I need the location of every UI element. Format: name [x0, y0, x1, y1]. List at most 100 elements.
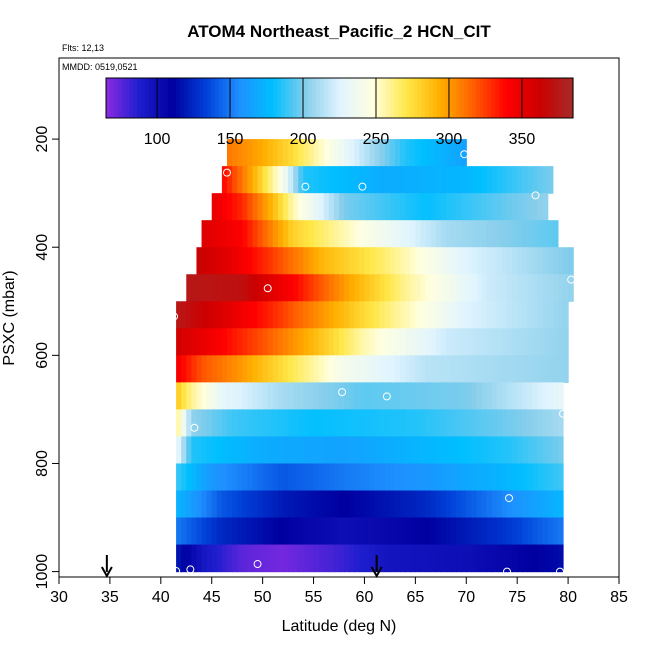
- heatmap-cell: [476, 382, 483, 411]
- heatmap-cell: [496, 274, 503, 302]
- heatmap-cell: [333, 274, 340, 302]
- colorbar-cell: [421, 78, 426, 118]
- heatmap-cell: [435, 463, 442, 492]
- heatmap-cell: [237, 517, 243, 546]
- heatmap-cell: [466, 247, 472, 275]
- colorbar-cell: [191, 78, 197, 118]
- heatmap-cell: [410, 301, 416, 329]
- heatmap-cell: [364, 193, 371, 221]
- heatmap-cell: [227, 247, 233, 275]
- heatmap-cell: [471, 301, 478, 329]
- heatmap-cell: [272, 193, 279, 221]
- heatmap-cell: [466, 274, 472, 302]
- heatmap-cell: [384, 328, 391, 356]
- heatmap-cell: [186, 409, 192, 438]
- heatmap-cell: [440, 220, 447, 248]
- heatmap-cell: [466, 220, 472, 248]
- heatmap-cell: [400, 166, 406, 194]
- heatmap-cell: [547, 166, 554, 194]
- heatmap-cell: [262, 463, 269, 492]
- heatmap-cell: [451, 382, 457, 411]
- heatmap-cell: [491, 517, 498, 546]
- heatmap-cell: [232, 490, 238, 519]
- heatmap-cell: [557, 490, 564, 519]
- heatmap-cell: [389, 517, 396, 546]
- heatmap-cell: [384, 463, 391, 492]
- heatmap-cell: [481, 247, 488, 275]
- heatmap-cell: [232, 193, 238, 221]
- heatmap-cell: [445, 436, 452, 465]
- heatmap-cell: [400, 274, 406, 302]
- heatmap-cell: [186, 436, 192, 465]
- heatmap-cell: [537, 193, 544, 221]
- heatmap-cell: [221, 193, 228, 221]
- heatmap-cell: [242, 544, 248, 573]
- heatmap-cell: [227, 301, 233, 329]
- heatmap-cell: [242, 247, 248, 275]
- colorbar-cell: [370, 78, 376, 118]
- heatmap-cell: [298, 193, 304, 221]
- heatmap-cell: [537, 328, 544, 356]
- heatmap-cell: [430, 355, 437, 383]
- heatmap-cell: [563, 301, 569, 329]
- heatmap-cell: [496, 220, 503, 248]
- heatmap-cell: [359, 139, 366, 167]
- heatmap-cell: [542, 193, 549, 221]
- colorbar-cell: [537, 78, 543, 118]
- heatmap-cell: [445, 463, 452, 492]
- heatmap-cell: [415, 355, 422, 383]
- colorbar-cell: [448, 78, 453, 118]
- heatmap-cell: [415, 490, 422, 519]
- heatmap-cell: [435, 328, 442, 356]
- heatmap-cell: [237, 166, 243, 194]
- heatmap-cell: [501, 409, 508, 438]
- heatmap-cell: [186, 274, 192, 302]
- sample-point: [170, 312, 179, 321]
- heatmap-cell: [181, 490, 187, 519]
- heatmap-cell: [537, 301, 544, 329]
- heatmap-cell: [476, 490, 483, 519]
- heatmap-cell: [532, 328, 539, 356]
- heatmap-cell: [344, 328, 350, 356]
- heatmap-cell: [298, 355, 304, 383]
- heatmap-cell: [211, 355, 218, 383]
- heatmap-cell: [481, 490, 488, 519]
- heatmap-cell: [211, 463, 218, 492]
- heatmap-cell: [486, 328, 493, 356]
- heatmap-cell: [257, 139, 264, 167]
- heatmap-cell: [568, 247, 574, 275]
- heatmap-cell: [339, 355, 345, 383]
- heatmap-cell: [501, 274, 508, 302]
- heatmap-cell: [537, 166, 544, 194]
- heatmap-cell: [425, 517, 432, 546]
- heatmap-cell: [181, 409, 187, 438]
- heatmap-cell: [323, 436, 330, 465]
- sample-point: [531, 191, 540, 200]
- heatmap-cell: [430, 490, 437, 519]
- colorbar-cell: [393, 78, 399, 118]
- heatmap-cell: [277, 220, 284, 248]
- heatmap-cell: [262, 220, 269, 248]
- heatmap-cell: [512, 544, 518, 573]
- heatmap-cell: [277, 463, 284, 492]
- y-axis-label: PSXC (mbar): [1, 270, 18, 365]
- heatmap-cell: [420, 139, 427, 167]
- heatmap-cell: [349, 301, 355, 329]
- heatmap-cell: [522, 544, 528, 573]
- heatmap-cell: [405, 517, 411, 546]
- heatmap-cell: [242, 193, 248, 221]
- heatmap-cell: [176, 544, 182, 573]
- heatmap-cell: [216, 274, 223, 302]
- heatmap-cell: [481, 301, 488, 329]
- heatmap-cell: [512, 409, 518, 438]
- heatmap-cell: [400, 193, 406, 221]
- heatmap-cell: [313, 328, 320, 356]
- heatmap-cell: [201, 409, 208, 438]
- heatmap-cell: [283, 490, 289, 519]
- colorbar-cell: [491, 78, 496, 118]
- heatmap-cell: [267, 193, 274, 221]
- heatmap-cell: [532, 166, 539, 194]
- colorbar-cell: [176, 78, 181, 118]
- heatmap-cell: [298, 139, 304, 167]
- heatmap-cell: [430, 247, 437, 275]
